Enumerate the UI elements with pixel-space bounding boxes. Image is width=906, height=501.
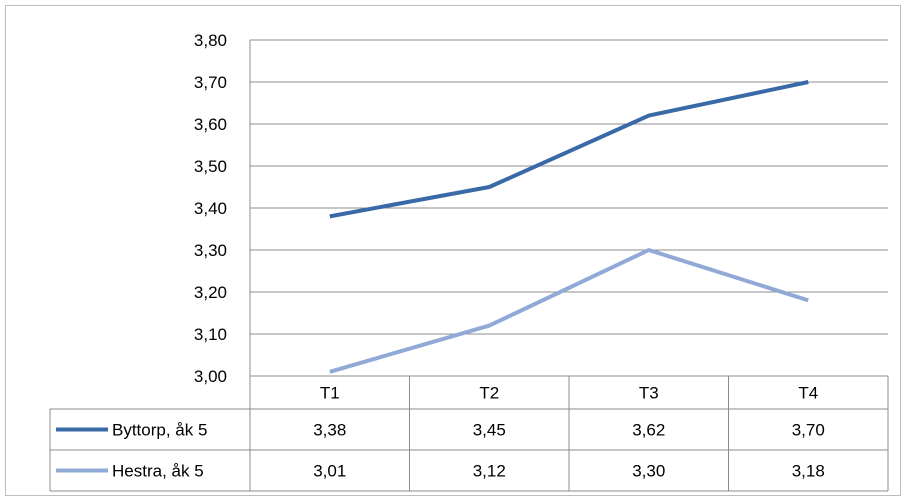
y-tick-label: 3,80 [194,31,227,50]
y-tick-label: 3,10 [194,325,227,344]
y-tick-label: 3,00 [194,367,227,386]
series-name-label: Byttorp, åk 5 [112,421,207,440]
y-tick-label: 3,40 [194,199,227,218]
y-tick-label: 3,20 [194,283,227,302]
category-label: T4 [798,384,818,403]
data-value-label: 3,18 [792,462,825,481]
data-value-label: 3,12 [473,462,506,481]
data-value-label: 3,30 [632,462,665,481]
data-value-label: 3,70 [792,421,825,440]
y-tick-label: 3,50 [194,157,227,176]
y-tick-label: 3,30 [194,241,227,260]
series-lines [329,80,809,374]
category-label: T2 [479,384,499,403]
series-line [329,80,809,219]
data-table: T1 T2 T3 T4 Byttorp, åk 5 3,38 3,45 3,62 3,70 Hes… [49,376,889,492]
gridlines [249,39,888,377]
y-axis-ticks: 3,00 3,10 3,20 3,30 3,40 3,50 3,60 3,70 3,80 [194,31,227,386]
series-line [329,248,809,374]
data-value-label: 3,01 [313,462,346,481]
category-label: T1 [320,384,340,403]
y-tick-label: 3,60 [194,115,227,134]
data-value-label: 3,38 [313,421,346,440]
data-value-label: 3,62 [632,421,665,440]
data-value-label: 3,45 [473,421,506,440]
category-label: T3 [639,384,659,403]
y-tick-label: 3,70 [194,73,227,92]
series-name-label: Hestra, åk 5 [112,462,204,481]
